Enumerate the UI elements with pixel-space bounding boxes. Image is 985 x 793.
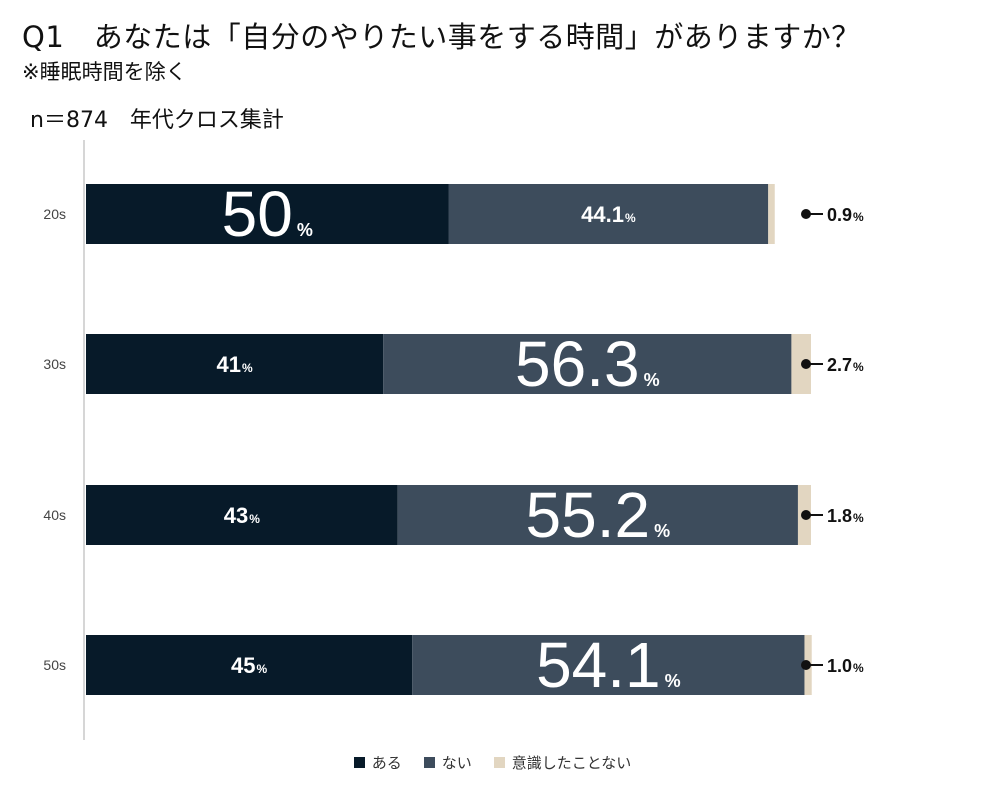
legend-item-ishiki: 意識したことない (493, 752, 632, 773)
data-label-aru: 43% (224, 503, 260, 528)
data-label-nai: 56.3% (515, 328, 660, 400)
legend-item-nai: ない (423, 752, 472, 773)
data-label-ishiki: 1.8% (827, 506, 864, 526)
data-label-aru: 41% (217, 352, 253, 377)
y-tick-label: 50s (43, 657, 66, 673)
data-label-ishiki: 1.0% (827, 656, 864, 676)
legend-swatch-ishiki (493, 757, 505, 768)
bar-nai (397, 485, 798, 545)
data-label-nai: 55.2% (526, 479, 671, 551)
bar-nai (383, 334, 792, 394)
bar-aru (86, 635, 413, 695)
bar-aru (86, 485, 398, 545)
bar-aru (86, 184, 449, 244)
bar-ishiki (768, 184, 775, 244)
data-label-aru: 50% (222, 178, 313, 250)
sample-size-label: n＝874 年代クロス集計 (30, 108, 284, 133)
legend-label-aru: ある (371, 754, 402, 772)
y-tick-label: 40s (43, 507, 66, 523)
chart-title: Q1 あなたは「自分のやりたい事をする時間」がありますか？ (22, 20, 861, 54)
bar-aru (86, 334, 384, 394)
legend-item-aru: ある (353, 752, 402, 773)
y-tick-label: 20s (43, 206, 66, 222)
bar-nai (448, 184, 769, 244)
data-label-nai: 54.1% (536, 629, 681, 701)
bar-nai (412, 635, 805, 695)
legend-swatch-nai (423, 757, 435, 768)
chart-subtitle: ※睡眠時間を除く (22, 60, 187, 84)
data-label-ishiki: 0.9% (827, 205, 864, 225)
legend: ある ない 意識したことない (0, 752, 985, 773)
data-label-nai: 44.1% (581, 202, 636, 227)
legend-label-ishiki: 意識したことない (511, 754, 632, 772)
legend-label-nai: ない (441, 754, 472, 772)
data-label-aru: 45% (231, 653, 267, 678)
legend-swatch-aru (353, 757, 365, 768)
y-tick-label: 30s (43, 356, 66, 372)
data-label-ishiki: 2.7% (827, 355, 864, 375)
